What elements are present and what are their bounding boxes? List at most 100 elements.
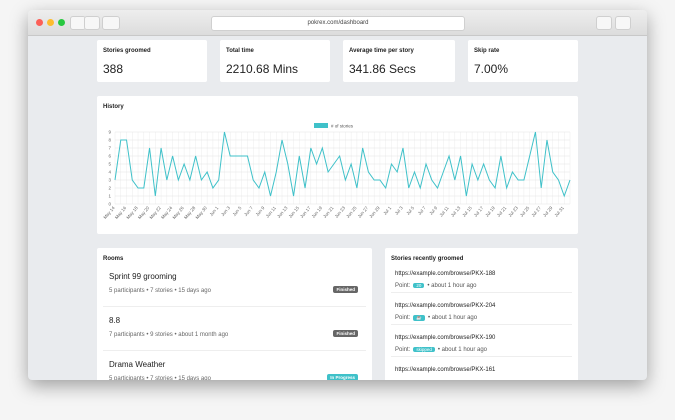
x-tick-label: Jul 11 bbox=[438, 205, 450, 218]
story-point: Point: ☕ • about 1 hour ago bbox=[395, 315, 477, 321]
story-time: • about 1 hour ago bbox=[437, 347, 487, 353]
x-tick-label: Jun 3 bbox=[220, 205, 231, 217]
room-name: Sprint 99 grooming bbox=[109, 272, 177, 281]
browser-window: pokrex.com/dashboard History 0 1 2 3 4 5 6 7 8 9 M… bbox=[28, 10, 647, 380]
x-tick-label: Jul 23 bbox=[507, 205, 519, 218]
status-badge: Finished bbox=[333, 330, 358, 337]
x-tick-label: Jul 3 bbox=[394, 205, 404, 216]
story-point: Point: 20 • about 1 hour ago bbox=[395, 283, 477, 289]
point-label: Point: bbox=[395, 315, 411, 321]
status-badge: Finished bbox=[333, 286, 358, 293]
card-title: History bbox=[103, 104, 124, 110]
stat-card: Total time 2210.68 Mins bbox=[220, 40, 330, 82]
x-tick-label: Jul 31 bbox=[553, 205, 565, 218]
x-tick-label: Jun 25 bbox=[345, 205, 358, 219]
x-tick-label: Jun 29 bbox=[368, 205, 381, 219]
story-url: https://example.com/browse/PKX-161 bbox=[395, 367, 496, 373]
room-item: Drama Weather 5 participants • 7 stories … bbox=[103, 356, 366, 380]
minimize-button[interactable] bbox=[47, 19, 54, 26]
x-tick-label: Jun 7 bbox=[243, 205, 254, 217]
room-meta: 5 participants • 7 stories • 15 days ago bbox=[109, 288, 211, 294]
stat-label: Total time bbox=[226, 48, 254, 54]
point-label: Point: bbox=[395, 283, 411, 289]
y-tick-label: 1 bbox=[108, 194, 111, 199]
room-item: Sprint 99 grooming 5 participants • 7 sto… bbox=[103, 268, 366, 307]
x-tick-label: Jul 5 bbox=[405, 205, 415, 216]
x-tick-label: Jul 1 bbox=[382, 205, 392, 216]
y-tick-label: 6 bbox=[108, 154, 111, 159]
x-tick-label: Jul 9 bbox=[428, 205, 438, 216]
y-tick-label: 5 bbox=[108, 162, 111, 167]
x-tick-label: Jul 21 bbox=[496, 205, 508, 218]
stories-card: Stories recently groomed https://example… bbox=[385, 248, 578, 380]
room-meta: 7 participants • 9 stories • about 1 mon… bbox=[109, 332, 229, 338]
zoom-button[interactable] bbox=[58, 19, 65, 26]
story-time: • about 1 hour ago bbox=[427, 315, 478, 321]
y-tick-label: 2 bbox=[108, 186, 111, 191]
x-tick-label: Jul 13 bbox=[450, 205, 462, 218]
stat-label: Average time per story bbox=[349, 48, 414, 54]
stat-label: Skip rate bbox=[474, 48, 500, 54]
stat-label: Stories groomed bbox=[103, 48, 151, 54]
share-button[interactable] bbox=[596, 16, 612, 30]
x-tick-label: Jun 15 bbox=[288, 205, 301, 219]
legend-swatch bbox=[314, 123, 328, 128]
x-tick-label: Jun 13 bbox=[276, 205, 289, 219]
y-tick-label: 9 bbox=[108, 130, 111, 135]
status-badge: In Progress bbox=[327, 374, 358, 380]
x-tick-label: Jul 17 bbox=[473, 205, 485, 218]
y-tick-label: 4 bbox=[108, 170, 111, 175]
y-tick-label: 7 bbox=[108, 146, 111, 151]
sidebar-button[interactable] bbox=[102, 16, 120, 30]
x-tick-label: Jun 1 bbox=[209, 205, 220, 217]
y-tick-label: 3 bbox=[108, 178, 111, 183]
x-tick-label: Jun 27 bbox=[357, 205, 370, 219]
stat-value: 388 bbox=[103, 62, 124, 76]
story-item: https://example.com/browse/PKX-161 bbox=[391, 364, 572, 380]
x-tick-label: Jun 5 bbox=[232, 205, 243, 217]
stat-value: 341.86 Secs bbox=[349, 62, 416, 76]
stat-card: Average time per story 341.86 Secs bbox=[343, 40, 455, 82]
x-tick-label: Jun 21 bbox=[322, 205, 335, 219]
x-tick-label: Jun 9 bbox=[255, 205, 266, 217]
x-tick-label: Jul 27 bbox=[530, 205, 542, 218]
story-item: https://example.com/browse/PKX-190 Point:… bbox=[391, 332, 572, 357]
stat-value: 7.00% bbox=[474, 62, 509, 76]
point-badge: 20 bbox=[413, 283, 425, 288]
story-item: https://example.com/browse/PKX-204 Point:… bbox=[391, 300, 572, 325]
room-meta: 5 participants • 7 stories • 15 days ago bbox=[109, 376, 211, 380]
rooms-card: Rooms Sprint 99 grooming 5 participants •… bbox=[97, 248, 372, 380]
legend-label: # of stories bbox=[331, 124, 354, 129]
point-badge: skipped bbox=[413, 347, 435, 352]
dashboard: History 0 1 2 3 4 5 6 7 8 9 May 14 May 16 May 18 May … bbox=[28, 36, 647, 380]
close-button[interactable] bbox=[36, 19, 43, 26]
forward-button[interactable] bbox=[84, 16, 100, 30]
history-card: History 0 1 2 3 4 5 6 7 8 9 May 14 May 16 May 18 May … bbox=[97, 96, 578, 234]
x-tick-label: Jun 23 bbox=[334, 205, 347, 219]
card-title: Stories recently groomed bbox=[391, 256, 464, 262]
address-bar[interactable]: pokrex.com/dashboard bbox=[211, 16, 465, 31]
stat-card: Skip rate 7.00% bbox=[468, 40, 578, 82]
story-url: https://example.com/browse/PKX-204 bbox=[395, 303, 496, 309]
story-point: Point: skipped • about 1 hour ago bbox=[395, 347, 487, 353]
story-item: https://example.com/browse/PKX-188 Point:… bbox=[391, 268, 572, 293]
stat-value: 2210.68 Mins bbox=[226, 62, 299, 76]
story-url: https://example.com/browse/PKX-190 bbox=[395, 335, 496, 341]
room-name: Drama Weather bbox=[109, 360, 166, 369]
y-tick-label: 8 bbox=[108, 138, 111, 143]
stat-card: Stories groomed 388 bbox=[97, 40, 207, 82]
story-url: https://example.com/browse/PKX-188 bbox=[395, 271, 496, 277]
room-name: 8.8 bbox=[109, 316, 121, 325]
x-tick-label: Jul 19 bbox=[484, 205, 496, 218]
x-tick-label: Jul 25 bbox=[519, 205, 531, 218]
room-item: 8.8 7 participants • 9 stories • about 1 … bbox=[103, 312, 366, 351]
x-tick-label: Jun 19 bbox=[311, 205, 324, 219]
story-time: • about 1 hour ago bbox=[427, 283, 477, 289]
tabs-button[interactable] bbox=[615, 16, 631, 30]
x-tick-label: May 30 bbox=[195, 205, 209, 220]
title-bar: pokrex.com/dashboard bbox=[28, 10, 647, 36]
line bbox=[114, 131, 571, 198]
x-tick-label: Jun 17 bbox=[299, 205, 312, 219]
